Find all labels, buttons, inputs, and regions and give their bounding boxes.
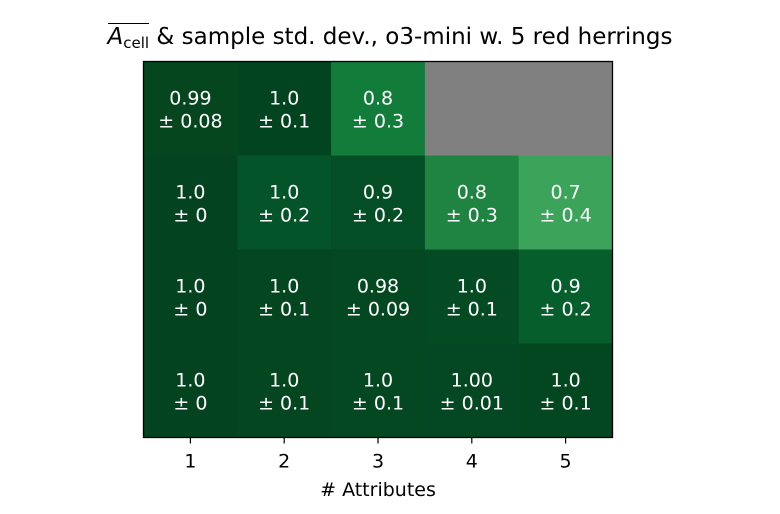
heatmap-cell: [424, 249, 520, 344]
cell-std: ± 0.1: [258, 111, 310, 133]
cell-mean: 1.0: [269, 88, 299, 110]
cell-label: 1.0 ± 0.1: [446, 276, 498, 321]
cell-mean: 0.9: [363, 182, 393, 204]
heatmap-cell-missing: [518, 61, 613, 156]
heatmap-cell: [237, 343, 332, 438]
cell-mean: 0.8: [457, 182, 487, 204]
cell-label: 1.0 ± 0.1: [258, 370, 310, 415]
heatmap-cell: [331, 343, 426, 438]
cell-std: ± 0.09: [346, 299, 410, 321]
heatmap-cell: [424, 155, 520, 250]
heatmap-cell: [237, 155, 332, 250]
chart-title: Acell & sample std. dev., o3-mini w. 5 r…: [0, 23, 780, 52]
cell-std: ± 0: [173, 299, 207, 321]
cell-label: 0.98 ± 0.09: [346, 276, 410, 321]
cell-label: 0.9 ± 0.2: [352, 182, 404, 227]
cell-label: 0.9 ± 0.2: [540, 276, 592, 321]
cell-label: 1.0 ± 0.1: [540, 370, 592, 415]
heatmap-cell: [518, 343, 613, 438]
cell-std: ± 0.4: [540, 205, 592, 227]
heatmap-cell: [518, 155, 613, 250]
heatmap-cell: [143, 61, 238, 156]
x-tick-label: 2: [278, 451, 290, 473]
cell-std: ± 0.01: [440, 393, 504, 415]
cell-label: 1.00 ± 0.01: [440, 370, 504, 415]
title-symbol: Acell: [107, 23, 150, 52]
cell-mean: 1.0: [269, 370, 299, 392]
x-tick-label: 1: [184, 451, 196, 473]
cell-label: 0.7 ± 0.4: [540, 182, 592, 227]
cell-label: 1.0 ± 0.2: [258, 182, 310, 227]
heatmap-cell: [143, 249, 238, 344]
cell-mean: 0.98: [357, 276, 399, 298]
cell-std: ± 0.3: [352, 111, 404, 133]
cell-std: ± 0.1: [352, 393, 404, 415]
cell-std: ± 0: [173, 205, 207, 227]
heatmap-cell: [237, 249, 332, 344]
cell-labels: 0.99 ± 0.081.0 ± 0.10.8 ± 0.31.0 ± 01.0 ± 0.2…: [158, 88, 591, 415]
heatmap-cell: [518, 249, 613, 344]
cell-label: 0.8 ± 0.3: [446, 182, 498, 227]
cell-label: 1.0 ± 0.1: [352, 370, 404, 415]
title-text: & sample std. dev., o3-mini w. 5 red her…: [149, 24, 673, 50]
heatmap-cells: [143, 61, 613, 438]
cell-label: 0.8 ± 0.3: [352, 88, 404, 133]
cell-label: 1.0 ± 0.1: [258, 276, 310, 321]
cell-mean: 1.0: [175, 276, 205, 298]
heatmap-cell: [424, 343, 520, 438]
cell-std: ± 0.1: [446, 299, 498, 321]
cell-mean: 1.0: [175, 370, 205, 392]
cell-std: ± 0.3: [446, 205, 498, 227]
cell-std: ± 0.1: [540, 393, 592, 415]
cell-label: 1.0 ± 0: [173, 276, 207, 321]
cell-std: ± 0.1: [258, 299, 310, 321]
heatmap-cell-missing: [424, 61, 520, 156]
cell-label: 1.0 ± 0: [173, 182, 207, 227]
cell-mean: 0.8: [363, 88, 393, 110]
cell-mean: 1.0: [457, 276, 487, 298]
cell-label: 1.0 ± 0.1: [258, 88, 310, 133]
heatmap-cell: [331, 249, 426, 344]
cell-std: ± 0.2: [352, 205, 404, 227]
heatmap-cell: [143, 155, 238, 250]
x-axis-ticks: 1 2 3 4 5: [184, 437, 572, 473]
cell-mean: 1.0: [269, 182, 299, 204]
cell-mean: 1.0: [550, 370, 580, 392]
heatmap-cell: [237, 61, 332, 156]
cell-mean: 1.00: [451, 370, 493, 392]
cell-std: ± 0: [173, 393, 207, 415]
cell-mean: 1.0: [269, 276, 299, 298]
cell-std: ± 0.1: [258, 393, 310, 415]
cell-mean: 0.7: [550, 182, 580, 204]
cell-label: 0.99 ± 0.08: [158, 88, 222, 133]
x-tick-label: 3: [372, 451, 384, 473]
cell-std: ± 0.2: [540, 299, 592, 321]
cell-std: ± 0.2: [258, 205, 310, 227]
cell-mean: 1.0: [175, 182, 205, 204]
cell-mean: 0.99: [169, 88, 211, 110]
cell-label: 1.0 ± 0: [173, 370, 207, 415]
x-tick-label: 5: [560, 451, 572, 473]
cell-mean: 1.0: [363, 370, 393, 392]
x-axis-label: # Attributes: [320, 479, 436, 501]
heatmap-cell: [331, 155, 426, 250]
heatmap-cell: [143, 343, 238, 438]
x-tick-label: 4: [466, 451, 478, 473]
cell-std: ± 0.08: [158, 111, 222, 133]
heatmap-cell: [331, 61, 426, 156]
cell-mean: 0.9: [550, 276, 580, 298]
